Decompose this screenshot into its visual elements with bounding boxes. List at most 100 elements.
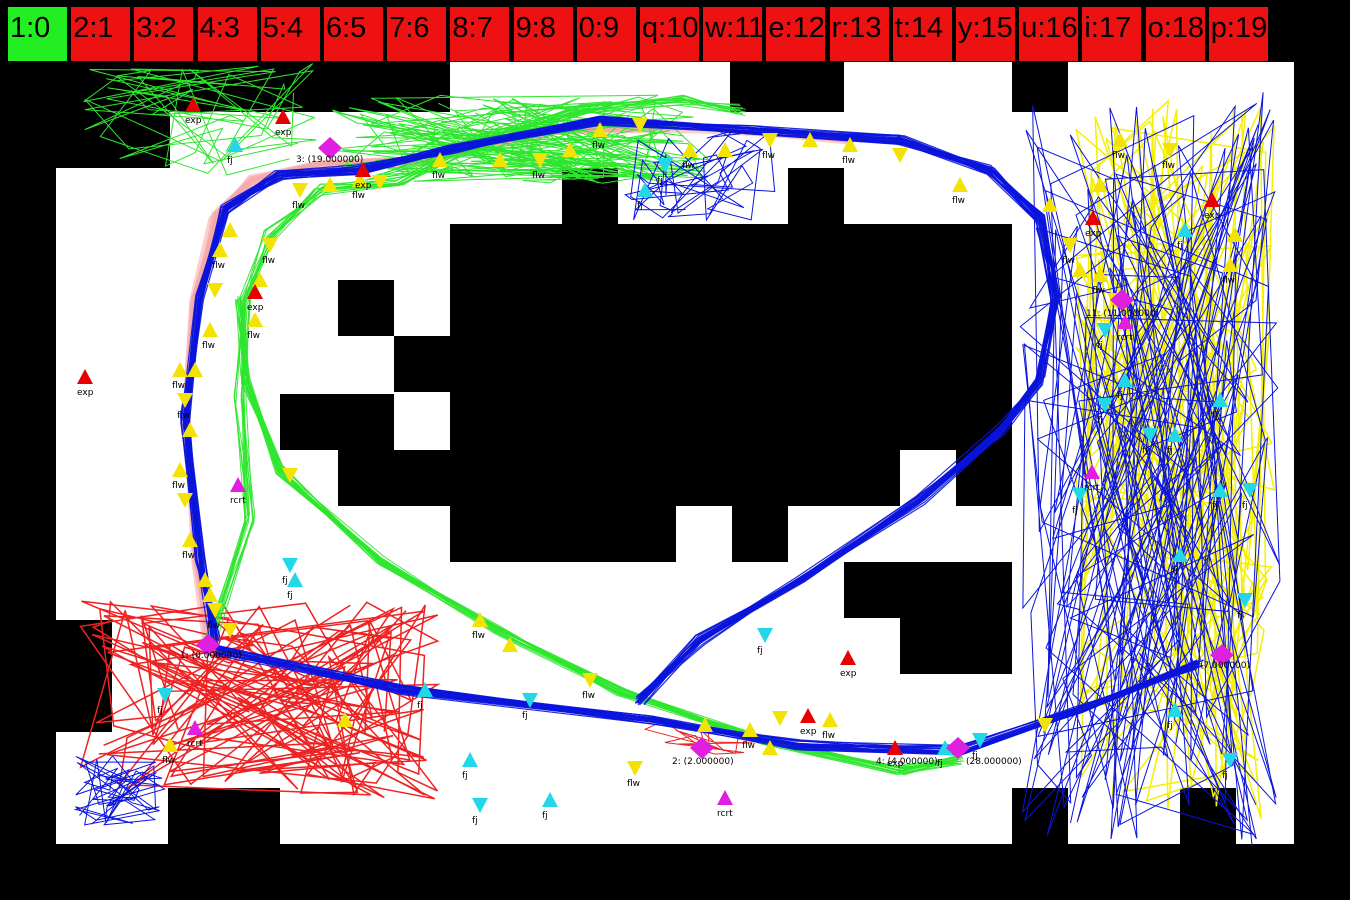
fj-marker[interactable]: fj xyxy=(1212,392,1228,421)
explore-marker[interactable]: exp xyxy=(247,284,264,313)
node-n3[interactable]: 3: (19.000000) xyxy=(296,155,363,165)
follow-marker[interactable]: flw xyxy=(1112,132,1128,161)
fj-marker[interactable]: fj xyxy=(542,792,558,821)
fj-marker[interactable]: fj xyxy=(1142,428,1158,456)
fj-marker[interactable]: fj xyxy=(522,693,538,721)
follow-marker[interactable] xyxy=(1042,197,1058,212)
tab-robot-8[interactable]: 9:8 xyxy=(512,6,574,62)
follow-marker[interactable] xyxy=(197,572,213,587)
follow-marker[interactable] xyxy=(632,118,648,133)
fj-marker[interactable]: fj xyxy=(462,752,478,781)
tab-robot-4[interactable]: 5:4 xyxy=(259,6,321,62)
tab-robot-15[interactable]: y:15 xyxy=(955,6,1016,62)
recruit-marker[interactable]: rcrt xyxy=(230,477,246,506)
tab-robot-16[interactable]: u:16 xyxy=(1018,6,1080,62)
fj-marker[interactable]: fj xyxy=(1167,427,1183,456)
explore-marker[interactable]: exp xyxy=(275,109,292,138)
explore-marker[interactable]: exp xyxy=(185,97,202,126)
tab-robot-12[interactable]: e:12 xyxy=(765,6,827,62)
explore-marker[interactable]: exp xyxy=(840,650,857,679)
follow-marker[interactable] xyxy=(177,493,193,508)
follow-marker[interactable]: flw xyxy=(582,673,598,701)
explore-marker[interactable]: exp xyxy=(887,740,904,769)
follow-marker[interactable]: flw xyxy=(1162,143,1178,171)
follow-marker[interactable] xyxy=(762,740,778,755)
node-n28[interactable]: (28.000000) xyxy=(966,757,1022,767)
fj-marker[interactable]: fj xyxy=(637,182,653,211)
follow-marker[interactable]: flw xyxy=(172,362,188,391)
follow-marker[interactable]: flw xyxy=(532,153,548,181)
tab-robot-2[interactable]: 3:2 xyxy=(133,6,195,62)
fj-marker[interactable]: fj xyxy=(1097,323,1113,351)
follow-marker[interactable]: flw xyxy=(952,177,968,206)
follow-marker[interactable] xyxy=(1227,227,1243,242)
follow-marker[interactable]: flw xyxy=(822,712,838,741)
fj-marker[interactable]: fj xyxy=(1222,753,1238,781)
tab-robot-13[interactable]: r:13 xyxy=(828,6,890,62)
tab-robot-11[interactable]: w:11 xyxy=(702,6,764,62)
follow-marker[interactable]: flw xyxy=(762,133,778,161)
follow-marker[interactable] xyxy=(337,712,353,727)
follow-marker[interactable] xyxy=(322,177,338,192)
node-n2[interactable]: 2: (2.000000) xyxy=(672,757,734,767)
follow-marker[interactable]: flw xyxy=(182,532,198,561)
tab-robot-6[interactable]: 7:6 xyxy=(386,6,448,62)
follow-marker[interactable] xyxy=(372,175,388,190)
node-diamond-icon[interactable] xyxy=(1210,644,1234,666)
follow-marker[interactable] xyxy=(222,623,238,638)
follow-marker[interactable]: flw xyxy=(682,142,698,171)
tab-robot-7[interactable]: 8:7 xyxy=(449,6,511,62)
tab-robot-14[interactable]: t:14 xyxy=(891,6,953,62)
fj-marker[interactable]: fj xyxy=(757,628,773,656)
follow-marker[interactable] xyxy=(252,272,268,287)
follow-marker[interactable]: flw xyxy=(1092,267,1108,296)
follow-marker[interactable]: flw xyxy=(262,238,278,266)
explore-marker[interactable]: exp xyxy=(77,369,94,398)
node-diamond-icon[interactable] xyxy=(1110,289,1134,311)
fj-marker[interactable]: fj xyxy=(282,558,298,586)
fj-marker[interactable]: fj xyxy=(1072,488,1088,516)
follow-marker[interactable] xyxy=(492,152,508,167)
explore-marker[interactable]: exp xyxy=(355,162,372,191)
follow-marker[interactable] xyxy=(562,142,578,157)
follow-marker[interactable] xyxy=(182,422,198,437)
fj-marker[interactable]: fj xyxy=(1212,482,1228,511)
fj-marker[interactable]: fj xyxy=(157,688,173,716)
follow-marker[interactable] xyxy=(1092,177,1108,192)
follow-marker[interactable]: flw xyxy=(627,761,643,789)
follow-marker[interactable]: flw xyxy=(432,152,448,181)
fj-marker[interactable]: fj xyxy=(227,137,243,166)
node-n7[interactable]: (7.000000) xyxy=(1200,661,1250,671)
follow-marker[interactable] xyxy=(202,587,218,602)
fj-marker[interactable]: fj xyxy=(417,682,433,711)
tab-robot-5[interactable]: 6:5 xyxy=(323,6,384,62)
follow-marker[interactable]: flw xyxy=(292,183,308,211)
tab-robot-1[interactable]: 2:1 xyxy=(70,6,132,62)
node-n11[interactable]: 11: (11.000000) xyxy=(1086,309,1159,319)
fj-marker[interactable]: fj xyxy=(472,798,488,826)
tab-robot-18[interactable]: o:18 xyxy=(1144,6,1206,62)
node-diamond-icon[interactable] xyxy=(946,737,970,759)
follow-marker[interactable]: flw xyxy=(247,312,263,341)
node-n1[interactable]: 1: (0.000000) xyxy=(180,651,242,661)
follow-marker[interactable] xyxy=(222,222,238,237)
follow-marker[interactable] xyxy=(697,717,713,732)
tab-robot-3[interactable]: 4:3 xyxy=(196,6,258,62)
recruit-marker[interactable]: rcrt xyxy=(717,790,733,819)
recruit-marker[interactable]: rcrt xyxy=(1117,314,1133,343)
follow-marker[interactable]: flw xyxy=(212,242,228,271)
node-diamond-icon[interactable] xyxy=(318,137,342,159)
tab-robot-19[interactable]: p:19 xyxy=(1207,6,1269,62)
follow-marker[interactable] xyxy=(1037,718,1053,733)
follow-marker[interactable]: flw xyxy=(162,737,178,766)
fj-marker[interactable]: fj xyxy=(1167,702,1183,731)
follow-marker[interactable]: flw xyxy=(1222,257,1238,286)
node-diamond-icon[interactable] xyxy=(690,737,714,759)
follow-marker[interactable] xyxy=(502,637,518,652)
fj-marker[interactable]: fj xyxy=(657,158,673,186)
tab-robot-9[interactable]: 0:9 xyxy=(575,6,637,62)
follow-marker[interactable] xyxy=(802,132,818,147)
tab-robot-17[interactable]: i:17 xyxy=(1081,6,1143,62)
node-diamond-icon[interactable] xyxy=(196,634,220,656)
